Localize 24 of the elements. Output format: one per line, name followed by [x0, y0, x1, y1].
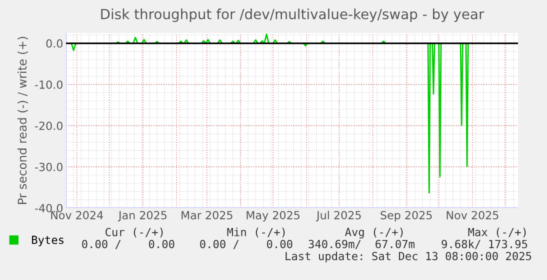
text: Max (-/+) [468, 228, 526, 238]
x-tick-label: Jan 2025 [118, 210, 166, 222]
text: Cur (-/+) [106, 228, 163, 238]
y-tick-label: -20.0 [35, 122, 62, 130]
legend-label: Bytes [32, 236, 64, 246]
text: Avg (-/+) [345, 228, 403, 238]
text: 0.00 / 0.00 [82, 240, 174, 250]
y-axis-title: Pr second read (-) / write (+) [17, 36, 28, 204]
text: 0.00 / 0.00 [200, 240, 292, 250]
x-tick-label: Nov 2025 [446, 210, 498, 220]
text: 9.68k/ 173.95 [442, 240, 528, 250]
x-tick-label: Sep 2025 [380, 210, 432, 222]
x-tick-label: Nov 2024 [51, 210, 103, 220]
y-tick-label: -30.0 [35, 162, 62, 172]
y-tick-label: 0.0 [46, 39, 62, 48]
x-tick-label: Jul 2025 [316, 210, 361, 222]
x-tick-label: Mar 2025 [182, 210, 232, 220]
text: Min (-/+) [227, 228, 285, 238]
y-tick-label: -10.0 [35, 80, 62, 89]
y-tick-label: -40.0 [35, 204, 62, 212]
text: 340.69m/ 67.07m [308, 240, 414, 250]
text: Last update: Sat Dec 13 08:00:00 2025 [286, 252, 532, 262]
chart-title: Disk throughput for /dev/multivalue-key/swap - by year [101, 8, 484, 22]
x-tick-label: May 2025 [246, 210, 300, 222]
